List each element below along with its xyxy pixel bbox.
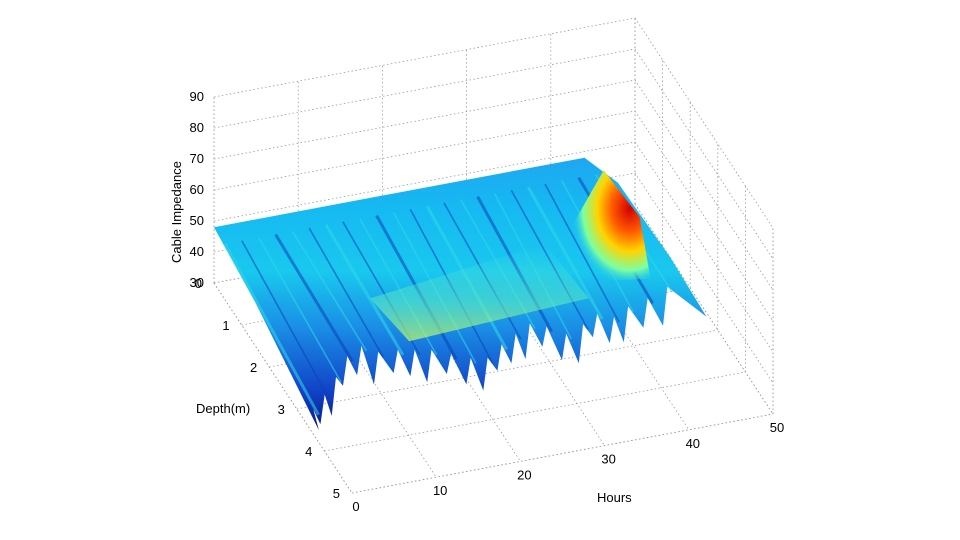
grid-line (466, 235, 605, 446)
z-tick-label: 30 (190, 275, 204, 290)
grid-line (213, 110, 636, 191)
surface-ridge (223, 243, 320, 416)
y-tick-label: 3 (278, 402, 285, 417)
z-axis-label: Cable Impedance (169, 161, 184, 263)
surface-ridge (241, 240, 331, 401)
z-tick-label: 50 (190, 213, 204, 228)
surface-ridge (324, 224, 405, 356)
grid-line (213, 141, 636, 222)
surface-ridge (308, 227, 384, 358)
x-tick-label: 50 (770, 420, 784, 435)
x-tick-label: 30 (601, 452, 615, 467)
z-tick-label: 80 (190, 120, 204, 135)
grid-line (213, 17, 636, 98)
grid-line (351, 413, 774, 494)
grid-line (213, 79, 636, 160)
grid-line (213, 48, 636, 129)
surface-ridge (526, 186, 604, 320)
grid-line (634, 141, 774, 353)
grid-line (213, 282, 353, 494)
grid-line (297, 266, 437, 478)
x-tick-label: 0 (352, 499, 359, 514)
grid-line (634, 203, 774, 415)
z-tick-label: 70 (190, 151, 204, 166)
surface-peak (566, 170, 651, 281)
grid-line (296, 329, 718, 410)
grid-line (634, 172, 774, 384)
grid-line (634, 48, 774, 260)
y-axis-label: Depth(m) (196, 401, 250, 416)
x-tick-label: 20 (517, 467, 531, 482)
grid-line (550, 219, 690, 431)
surface-ridge (258, 237, 342, 383)
z-tick-label: 90 (190, 89, 204, 104)
grid-line (634, 79, 774, 291)
surface-ridge (291, 230, 368, 352)
grid-line (324, 371, 746, 452)
x-tick-label: 40 (686, 436, 700, 451)
surface-ridge (274, 233, 354, 363)
y-tick-label: 1 (222, 318, 229, 333)
surface (214, 157, 707, 431)
grid-line (634, 110, 774, 322)
y-tick-label: 4 (305, 444, 312, 459)
grid-line (634, 17, 774, 229)
z-tick-label: 40 (190, 244, 204, 259)
y-tick-label: 0 (195, 276, 202, 291)
y-tick-label: 5 (333, 486, 340, 501)
z-tick-label: 60 (190, 182, 204, 197)
x-tick-label: 10 (433, 483, 447, 498)
surface-highlight (370, 243, 589, 342)
grid-line (382, 251, 521, 462)
x-axis-label: Hours (597, 490, 632, 505)
y-tick-label: 2 (250, 360, 257, 375)
